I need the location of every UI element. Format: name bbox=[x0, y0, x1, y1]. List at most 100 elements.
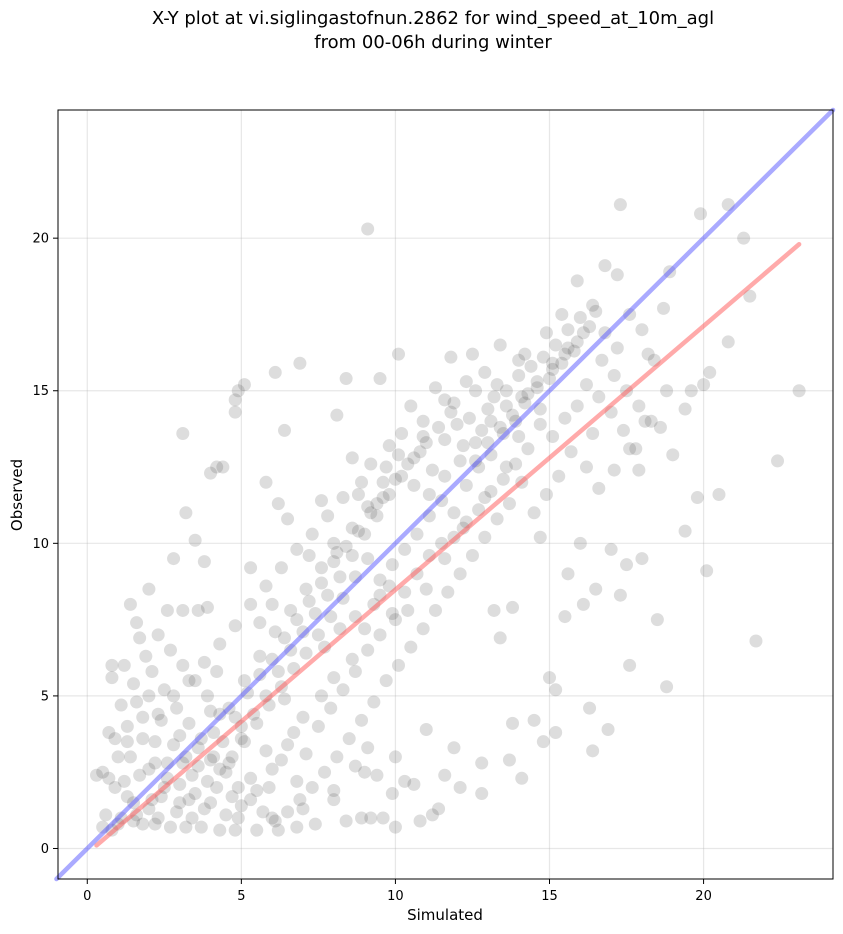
scatter-point bbox=[487, 603, 501, 617]
scatter-point bbox=[102, 726, 116, 740]
scatter-point bbox=[133, 768, 147, 782]
scatter-point bbox=[182, 716, 196, 730]
scatter-point bbox=[382, 488, 396, 501]
scatter-point bbox=[173, 796, 187, 810]
scatter-point bbox=[573, 311, 587, 325]
scatter-point bbox=[185, 811, 199, 825]
scatter-point bbox=[373, 372, 387, 386]
scatter-point bbox=[395, 469, 409, 483]
scatter-point bbox=[521, 442, 535, 456]
scatter-point bbox=[176, 658, 190, 672]
scatter-point bbox=[151, 811, 165, 825]
scatter-point bbox=[170, 805, 184, 819]
scatter-point bbox=[231, 811, 245, 825]
scatter-point bbox=[610, 268, 624, 282]
scatter-point bbox=[299, 747, 313, 761]
scatter-point bbox=[296, 710, 310, 724]
scatter-point bbox=[200, 774, 214, 788]
scatter-point bbox=[592, 481, 606, 495]
scatter-point bbox=[690, 491, 704, 505]
scatter-point bbox=[527, 713, 541, 727]
scatter-point bbox=[678, 524, 692, 538]
scatter-point bbox=[339, 814, 353, 828]
scatter-point bbox=[555, 356, 569, 370]
scatter-point bbox=[388, 750, 402, 764]
scatter-point bbox=[336, 491, 350, 505]
scatter-point bbox=[123, 597, 137, 611]
scatter-point bbox=[475, 423, 489, 437]
x-tick-label: 15 bbox=[541, 889, 558, 904]
scatter-point bbox=[447, 396, 461, 410]
scatter-point bbox=[167, 738, 181, 752]
scatter-point bbox=[428, 381, 442, 395]
scatter-point bbox=[570, 399, 584, 413]
scatter-point bbox=[210, 664, 224, 678]
scatter-point bbox=[693, 207, 707, 221]
scatter-point bbox=[438, 552, 452, 566]
scatter-point bbox=[200, 689, 214, 703]
scatter-point bbox=[425, 808, 439, 822]
scatter-point bbox=[737, 231, 751, 245]
scatter-point bbox=[632, 399, 646, 413]
scatter-point bbox=[120, 735, 134, 749]
scatter-point bbox=[302, 594, 316, 608]
scatter-point bbox=[148, 817, 162, 831]
scatter-point bbox=[432, 420, 446, 434]
x-tick-label: 10 bbox=[387, 889, 404, 904]
scatter-point bbox=[385, 787, 399, 801]
scatter-point bbox=[250, 716, 264, 730]
scatter-point bbox=[561, 567, 575, 581]
scatter-point bbox=[583, 701, 597, 715]
scatter-point bbox=[293, 356, 307, 370]
identity-line bbox=[54, 107, 836, 882]
scatter-point bbox=[712, 488, 726, 501]
scatter-point bbox=[388, 820, 402, 834]
scatter-point bbox=[324, 701, 338, 715]
scatter-point bbox=[281, 805, 295, 819]
scatter-point bbox=[142, 582, 156, 596]
scatter-point bbox=[469, 384, 483, 398]
scatter-point bbox=[589, 582, 603, 596]
scatter-point bbox=[657, 301, 671, 315]
chart-title-line-1: X-Y plot at vi.siglingastofnun.2862 for … bbox=[152, 8, 714, 29]
scatter-point bbox=[506, 716, 520, 730]
scatter-point bbox=[277, 631, 291, 645]
scatter-point bbox=[512, 430, 526, 444]
scatter-point bbox=[450, 417, 464, 431]
y-tick-label: 5 bbox=[41, 689, 49, 704]
scatter-point bbox=[515, 390, 529, 404]
scatter-point bbox=[197, 555, 211, 569]
scatter-point bbox=[351, 488, 365, 501]
x-axis-ticks: 0 5 10 15 20 bbox=[83, 879, 712, 904]
scatter-point bbox=[333, 570, 347, 584]
scatter-point bbox=[253, 649, 267, 663]
scatter-point bbox=[447, 741, 461, 755]
scatter-point bbox=[250, 784, 264, 798]
scatter-point bbox=[379, 460, 393, 474]
scatter-point bbox=[604, 542, 618, 556]
scatter-point bbox=[623, 658, 637, 672]
scatter-point bbox=[465, 347, 479, 361]
scatter-point bbox=[666, 448, 680, 462]
scatter-point bbox=[142, 689, 156, 703]
scatter-point bbox=[271, 664, 285, 678]
scatter-point bbox=[90, 768, 104, 782]
scatter-point bbox=[607, 463, 621, 477]
scatter-point bbox=[173, 729, 187, 743]
scatter-point bbox=[413, 814, 427, 828]
scatter-point bbox=[601, 722, 615, 736]
scatter-point bbox=[130, 695, 144, 709]
scatter-point bbox=[358, 527, 372, 541]
scatter-point bbox=[225, 790, 239, 804]
scatter-point bbox=[290, 774, 304, 788]
scatter-point bbox=[120, 719, 134, 733]
scatter-point bbox=[459, 375, 473, 389]
scatter-point bbox=[484, 414, 498, 428]
scatter-point bbox=[204, 466, 218, 480]
scatter-point bbox=[126, 677, 140, 691]
scatter-point bbox=[388, 472, 402, 486]
scatter-point bbox=[213, 823, 227, 837]
scatter-point bbox=[543, 372, 557, 386]
scatter-point bbox=[370, 497, 384, 511]
scatter-point bbox=[546, 356, 560, 370]
